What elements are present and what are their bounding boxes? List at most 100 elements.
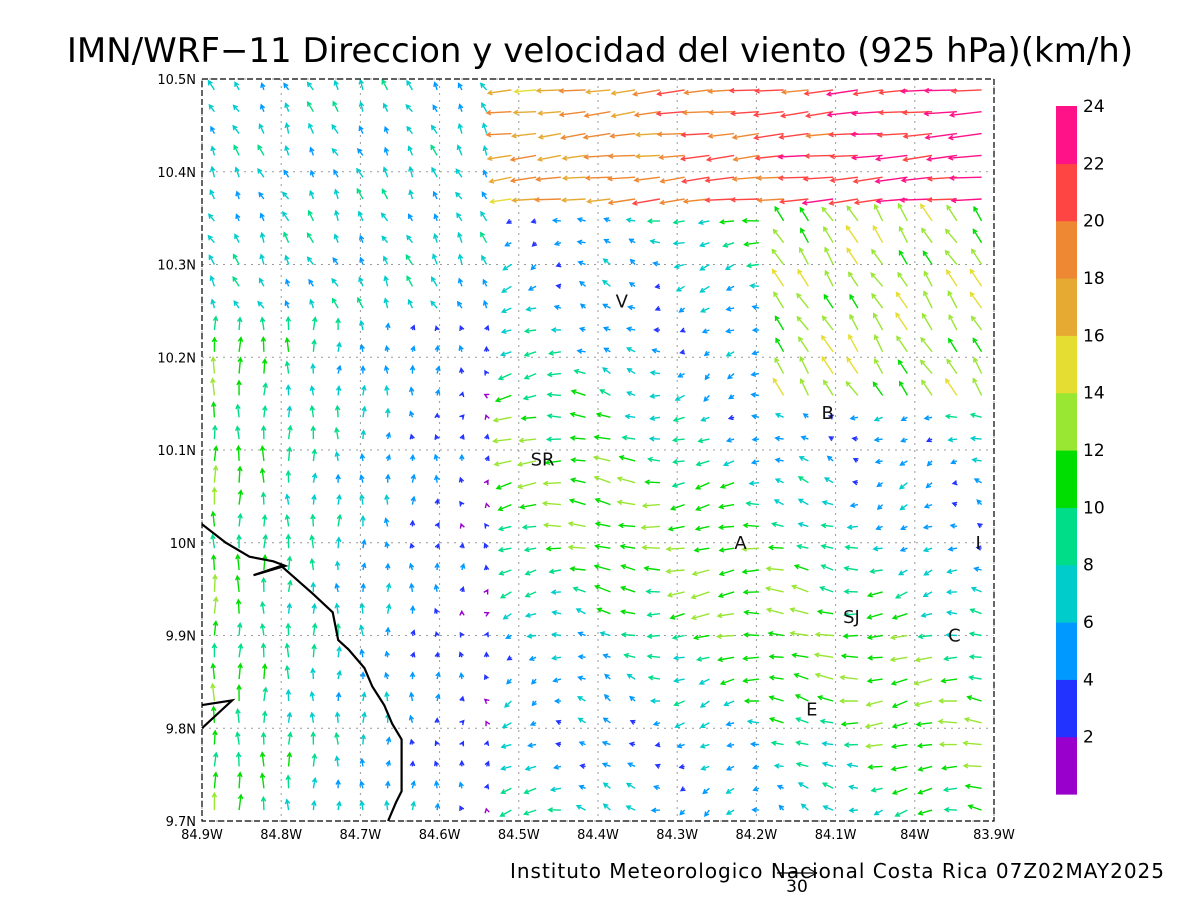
- wind-arrow: [602, 303, 611, 309]
- wind-arrow: [358, 125, 364, 134]
- wind-arrow: [406, 79, 413, 91]
- wind-arrow: [460, 562, 466, 571]
- wind-arrow: [284, 798, 291, 811]
- wind-arrow: [262, 553, 268, 571]
- wind-arrow: [840, 721, 858, 727]
- wind-arrow: [500, 765, 512, 771]
- wind-arrow: [359, 319, 365, 331]
- wind-arrow: [433, 780, 440, 789]
- wind-arrow: [596, 607, 611, 615]
- wind-arrow: [773, 763, 784, 769]
- wind-arrow: [704, 809, 710, 818]
- wind-arrow: [232, 253, 240, 265]
- wind-arrow: [385, 473, 391, 483]
- wind-arrow: [385, 562, 391, 571]
- wind-arrow: [633, 111, 661, 118]
- wind-arrow: [920, 336, 933, 353]
- wind-arrow: [529, 720, 537, 726]
- wind-arrow: [535, 87, 561, 94]
- wind-arrow: [211, 642, 218, 658]
- wind-arrow: [891, 700, 908, 709]
- wind-arrow: [973, 566, 982, 572]
- wind-arrow: [212, 464, 219, 483]
- wind-arrow: [257, 300, 265, 309]
- wind-arrow: [235, 190, 241, 200]
- wind-arrow: [456, 300, 463, 309]
- wind-arrow: [743, 609, 759, 616]
- wind-arrow: [805, 132, 834, 139]
- wind-arrow: [945, 589, 957, 595]
- wind-arrow: [526, 633, 537, 639]
- wind-arrow: [210, 377, 216, 396]
- wind-arrow: [550, 327, 561, 333]
- wind-arrow: [652, 720, 661, 727]
- wind-arrow: [356, 187, 364, 200]
- wind-arrow: [480, 231, 488, 244]
- wind-arrow: [922, 591, 933, 597]
- colorbar-label: 14: [1083, 384, 1105, 404]
- wind-arrow: [237, 316, 243, 331]
- wind-arrow: [359, 648, 365, 658]
- wind-arrow: [499, 809, 512, 817]
- wind-arrow: [850, 110, 883, 117]
- wind-arrow: [921, 379, 933, 396]
- wind-arrow: [872, 381, 884, 396]
- wind-arrow: [527, 742, 537, 748]
- wind-arrow: [898, 249, 909, 265]
- wind-arrow: [845, 380, 859, 396]
- wind-arrow: [695, 503, 710, 511]
- wind-arrow: [690, 613, 710, 621]
- wind-arrow: [335, 691, 342, 702]
- wind-arrow: [259, 212, 265, 222]
- wind-arrow: [458, 476, 465, 483]
- wind-arrow: [799, 206, 809, 222]
- wind-arrow: [311, 472, 318, 483]
- wind-arrow: [310, 667, 316, 680]
- wind-arrow: [765, 607, 784, 615]
- wind-arrow: [654, 763, 661, 769]
- wind-arrow: [894, 809, 908, 817]
- wind-arrow: [926, 196, 957, 203]
- wind-arrow: [384, 799, 390, 811]
- wind-arrow: [210, 533, 216, 549]
- wind-arrow: [553, 698, 561, 704]
- wind-arrow: [360, 733, 367, 745]
- wind-arrow: [601, 762, 611, 768]
- wind-arrow: [382, 102, 389, 113]
- wind-arrow: [829, 176, 858, 183]
- wind-arrow: [433, 81, 439, 91]
- wind-arrow: [497, 503, 512, 512]
- colorbar-segment: [1056, 163, 1077, 222]
- wind-arrow: [359, 452, 366, 462]
- wind-arrow: [804, 153, 834, 159]
- wind-arrow: [575, 804, 586, 811]
- wind-arrow: [510, 132, 537, 139]
- wind-arrow: [210, 125, 216, 134]
- wind-arrow: [259, 103, 266, 112]
- wind-arrow: [383, 125, 390, 134]
- wind-arrow: [803, 89, 834, 97]
- wind-arrow: [550, 632, 561, 638]
- wind-arrow: [725, 721, 735, 727]
- colorbar-label: 6: [1083, 613, 1094, 633]
- wind-arrow: [814, 672, 834, 680]
- wind-arrow: [284, 336, 291, 352]
- wind-arrow: [595, 412, 611, 418]
- wind-arrow: [594, 543, 611, 550]
- wind-arrow: [577, 260, 586, 266]
- wind-arrow: [545, 436, 561, 443]
- wind-arrow: [484, 414, 490, 420]
- wind-arrow: [235, 731, 241, 745]
- wind-arrow: [282, 210, 290, 222]
- wind-arrow: [488, 176, 512, 184]
- wind-arrow: [579, 763, 586, 769]
- wind-arrow: [582, 132, 611, 140]
- wind-arrow: [599, 631, 611, 637]
- wind-arrow: [947, 436, 957, 443]
- wind-arrow: [287, 579, 293, 593]
- wind-arrow: [360, 365, 366, 374]
- wind-arrow: [545, 545, 561, 552]
- wind-arrow: [486, 154, 512, 162]
- wind-arrow: [923, 110, 957, 117]
- wind-arrow: [676, 743, 685, 749]
